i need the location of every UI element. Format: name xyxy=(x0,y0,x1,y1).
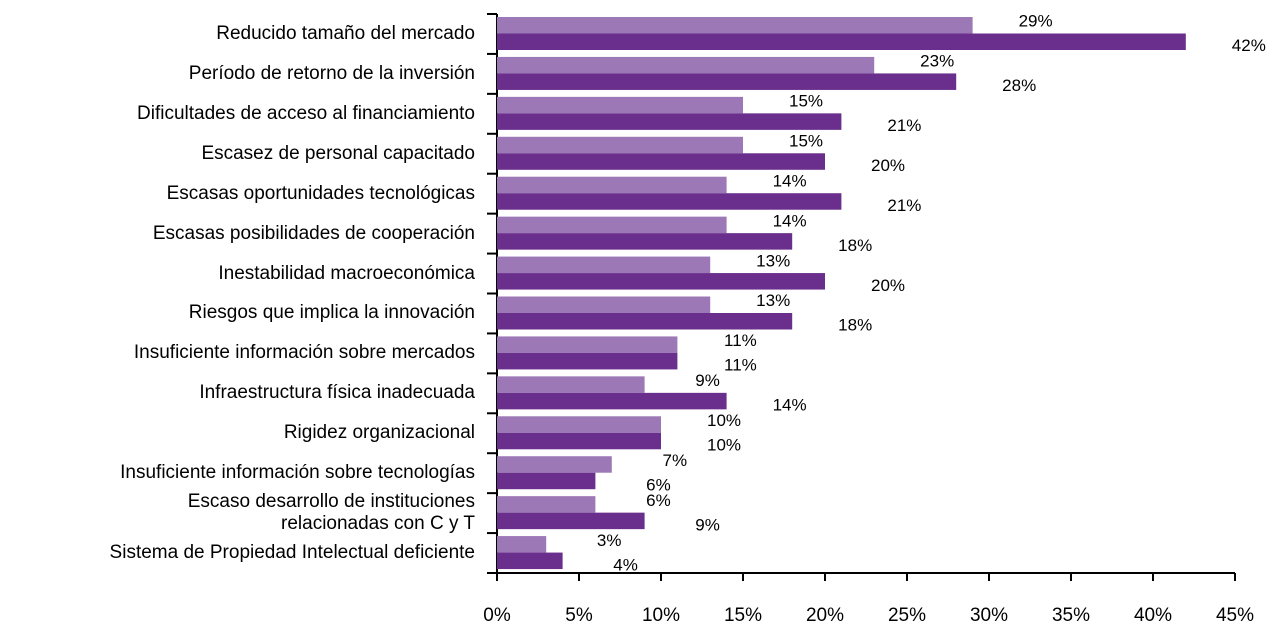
value-label: 10% xyxy=(707,436,741,455)
bar xyxy=(497,56,875,74)
bar xyxy=(497,296,711,313)
bar xyxy=(497,416,661,433)
category-label: Período de retorno de la inversión xyxy=(188,62,475,84)
value-label: 42% xyxy=(1232,36,1266,55)
value-label: 15% xyxy=(789,92,823,111)
value-label: 18% xyxy=(838,236,872,255)
bar xyxy=(497,176,727,194)
category-label: Rigidez organizacional xyxy=(283,422,475,444)
x-tick-label: 5% xyxy=(565,605,593,626)
bar xyxy=(497,256,711,274)
category-label: Escasas posibilidades de cooperación xyxy=(152,222,475,244)
value-label: 21% xyxy=(887,196,921,215)
bar xyxy=(497,136,743,154)
x-tick-label: 15% xyxy=(724,605,762,626)
value-label: 23% xyxy=(920,52,954,71)
value-label: 6% xyxy=(646,475,671,494)
value-label: 15% xyxy=(789,132,823,151)
category-label: Insuficiente información sobre tecnologí… xyxy=(120,462,475,484)
bar xyxy=(497,552,563,570)
value-label: 14% xyxy=(773,171,807,190)
bar xyxy=(497,33,1186,50)
bar xyxy=(497,73,957,90)
bar xyxy=(497,432,661,450)
value-label: 29% xyxy=(1019,12,1053,31)
value-label: 4% xyxy=(613,555,638,574)
x-tick-label: 40% xyxy=(1134,605,1172,626)
category-label: Dificultades de acceso al financiamiento xyxy=(137,102,475,124)
value-label: 14% xyxy=(773,396,807,415)
x-tick-label: 25% xyxy=(888,605,926,626)
value-label: 28% xyxy=(1002,76,1036,95)
value-label: 20% xyxy=(871,276,905,295)
value-label: 14% xyxy=(773,211,807,230)
category-label: Escaso desarrollo de instituciones relac… xyxy=(187,491,475,535)
bar xyxy=(497,472,596,490)
value-label: 6% xyxy=(646,491,671,510)
category-label: Escasez de personal capacitado xyxy=(201,142,475,164)
value-label: 9% xyxy=(695,515,720,534)
bar xyxy=(497,193,842,210)
value-label: 11% xyxy=(724,356,757,375)
value-label: 3% xyxy=(597,531,622,550)
bar xyxy=(497,313,793,330)
bar xyxy=(497,456,612,473)
bar xyxy=(497,273,825,290)
bar xyxy=(497,216,727,234)
x-tick-label: 10% xyxy=(642,605,680,626)
bar xyxy=(497,376,645,393)
x-tick-label: 35% xyxy=(1052,605,1090,626)
x-tick-label: 0% xyxy=(483,605,511,626)
bar xyxy=(497,392,727,410)
bar xyxy=(497,233,793,250)
value-label: 10% xyxy=(707,411,741,430)
value-label: 11% xyxy=(724,331,757,350)
category-label: Reducido tamaño del mercado xyxy=(216,22,475,44)
category-label: Infraestructura física inadecuada xyxy=(199,382,475,404)
bar xyxy=(497,352,678,370)
bar xyxy=(497,512,645,530)
value-label: 7% xyxy=(663,451,688,470)
category-label: Inestabilidad macroeconómica xyxy=(218,262,475,284)
category-label: Sistema de Propiedad Intelectual deficie… xyxy=(109,542,475,564)
value-label: 9% xyxy=(695,371,720,390)
category-label: Insuficiente información sobre mercados xyxy=(133,342,475,364)
x-tick-label: 30% xyxy=(970,605,1008,626)
value-label: 13% xyxy=(756,291,790,310)
value-label: 20% xyxy=(871,156,905,175)
x-tick-label: 45% xyxy=(1216,605,1254,626)
value-label: 18% xyxy=(838,316,872,335)
category-label: Escasas oportunidades tecnológicas xyxy=(166,182,475,204)
bar xyxy=(497,496,596,513)
x-tick-label: 20% xyxy=(806,605,844,626)
bar xyxy=(497,96,743,114)
bar xyxy=(497,153,825,170)
category-label: Riesgos que implica la innovación xyxy=(188,302,475,324)
value-label: 13% xyxy=(756,251,790,270)
bar xyxy=(497,336,678,353)
bar xyxy=(497,17,973,34)
value-label: 21% xyxy=(887,116,921,135)
bar xyxy=(497,113,842,130)
bar xyxy=(497,536,547,553)
